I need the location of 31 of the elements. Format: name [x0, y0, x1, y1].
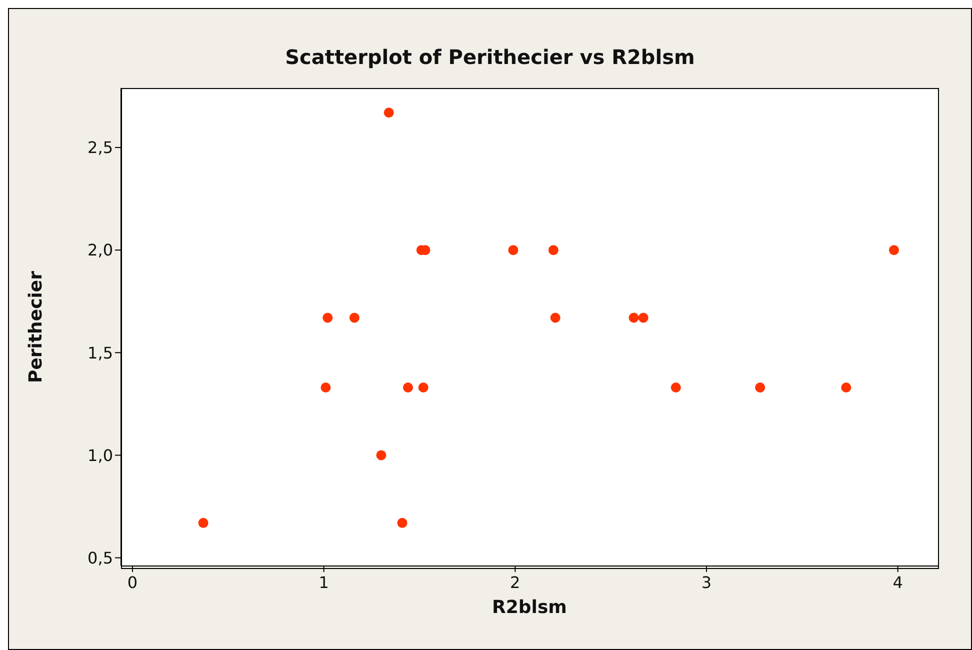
point — [376, 450, 386, 460]
chart-title: Scatterplot of Perithecier vs R2blsm — [284, 45, 696, 69]
y-tick-label: 0,5 — [88, 548, 113, 568]
x-tick-label: 0 — [127, 573, 138, 592]
x-tick-label: 4 — [892, 573, 903, 592]
point — [841, 382, 852, 393]
x-tick-label: 2 — [510, 573, 520, 592]
point — [397, 518, 408, 528]
x-tick-label: 1 — [318, 573, 329, 592]
point — [638, 312, 648, 323]
y-tick-label: 2,5 — [88, 138, 113, 158]
point — [349, 312, 360, 323]
point — [550, 312, 560, 323]
x-tick-label: 3 — [701, 573, 712, 592]
point — [670, 382, 681, 393]
y-tick-label: 1,5 — [88, 343, 113, 362]
y-tick-label: 2,0 — [88, 240, 113, 260]
y-tick-label: 1,0 — [88, 446, 113, 465]
point — [198, 518, 208, 528]
point — [418, 382, 428, 393]
point — [755, 382, 766, 393]
point — [320, 382, 331, 393]
point — [322, 312, 333, 323]
x-axis-title: R2blsm — [492, 596, 567, 618]
point — [628, 312, 639, 323]
point — [888, 245, 899, 256]
point — [403, 382, 413, 393]
y-axis-title: Perithecier — [25, 270, 46, 383]
point — [548, 245, 558, 256]
point — [508, 245, 518, 256]
point — [384, 108, 394, 118]
